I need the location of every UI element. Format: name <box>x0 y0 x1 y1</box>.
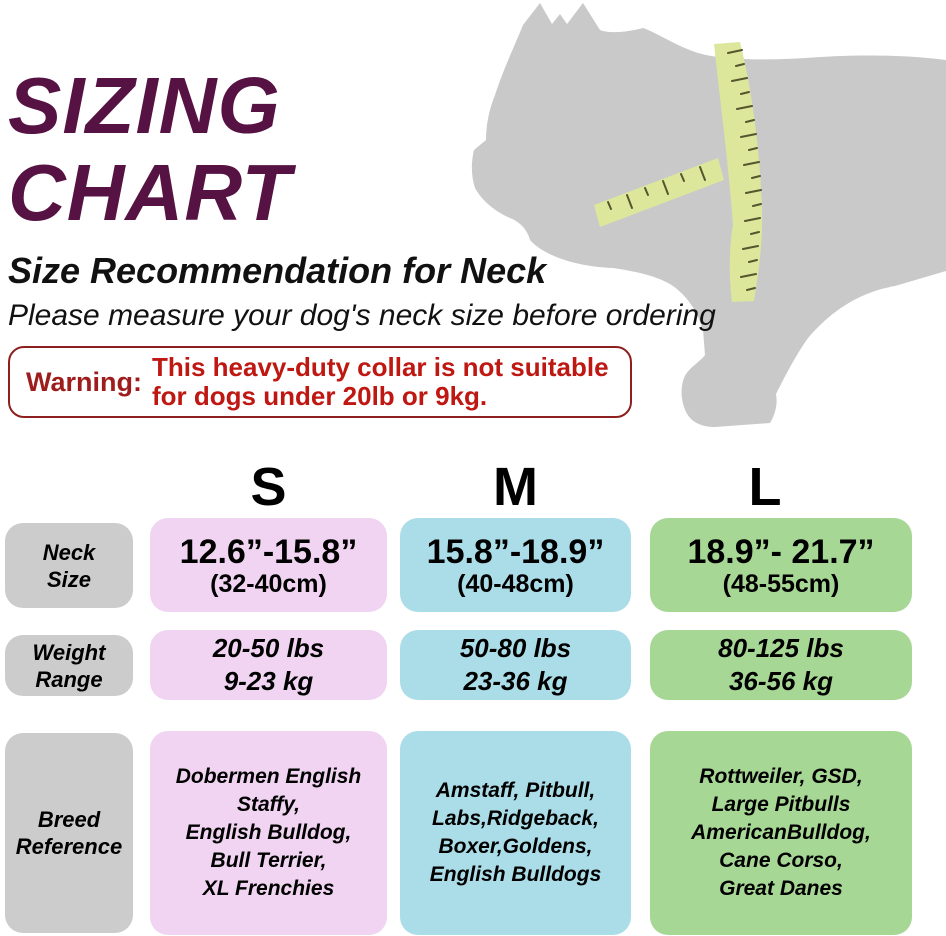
column-header-medium: M <box>493 457 538 517</box>
row-label-breed-reference: Breed Reference <box>5 733 133 933</box>
neck-size-inches-l: 18.9”- 21.7” <box>687 532 875 571</box>
neck-size-cm-s: (32-40cm) <box>210 569 327 598</box>
weight-lbs-s: 20-50 lbs <box>212 633 325 663</box>
neck-size-inches-m: 15.8”-18.9” <box>426 532 605 571</box>
dog-silhouette <box>471 3 946 427</box>
neck-size-cell-l: 18.9”- 21.7” (48-55cm) <box>650 518 912 612</box>
row-label-weight-range: Weight Range <box>5 635 133 696</box>
warning-message: This heavy-duty collar is not suitable f… <box>152 352 609 411</box>
neck-size-cm-l: (48-55cm) <box>722 569 840 598</box>
weight-kg-l: 36-56 kg <box>728 666 834 696</box>
dog-silhouette-icon <box>471 3 946 427</box>
page-subtitle: Size Recommendation for Neck <box>8 250 547 291</box>
page-title: SIZING CHART <box>8 61 292 237</box>
weight-range-cell-m: 50-80 lbs 23-36 kg <box>400 630 631 700</box>
breed-reference-cell-l: Rottweiler, GSD, Large Pitbulls American… <box>650 731 912 935</box>
warning-box: Warning: This heavy-duty collar is not s… <box>8 346 632 418</box>
weight-lbs-l: 80-125 lbs <box>718 633 844 663</box>
breed-list-s: Dobermen English Staffy, English Bulldog… <box>175 765 362 900</box>
warning-label: Warning: <box>26 366 142 397</box>
weight-kg-s: 9-23 kg <box>223 666 314 696</box>
measure-note: Please measure your dog's neck size befo… <box>8 299 716 332</box>
column-header-large: L <box>748 457 782 517</box>
dog-graphic <box>470 0 946 436</box>
neck-size-cell-s: 12.6”-15.8” (32-40cm) <box>150 518 387 612</box>
breed-list-l: Rottweiler, GSD, Large Pitbulls American… <box>691 765 871 900</box>
row-label-neck-size: Neck Size <box>5 523 133 608</box>
weight-range-cell-s: 20-50 lbs 9-23 kg <box>150 630 387 700</box>
weight-kg-m: 23-36 kg <box>463 666 568 696</box>
breed-reference-cell-m: Amstaff, Pitbull, Labs,Ridgeback, Boxer,… <box>400 731 631 935</box>
weight-lbs-m: 50-80 lbs <box>459 633 572 663</box>
weight-range-cell-l: 80-125 lbs 36-56 kg <box>650 630 912 700</box>
breed-list-m: Amstaff, Pitbull, Labs,Ridgeback, Boxer,… <box>429 779 602 886</box>
breed-reference-cell-s: Dobermen English Staffy, English Bulldog… <box>150 731 387 935</box>
neck-size-cell-m: 15.8”-18.9” (40-48cm) <box>400 518 631 612</box>
tape-tick-marks <box>607 49 762 291</box>
measuring-tape-icon <box>594 42 763 302</box>
tape-neck-branch <box>594 158 724 227</box>
neck-size-cm-m: (40-48cm) <box>457 569 574 598</box>
column-header-small: S <box>250 457 287 517</box>
neck-size-inches-s: 12.6”-15.8” <box>179 532 358 571</box>
